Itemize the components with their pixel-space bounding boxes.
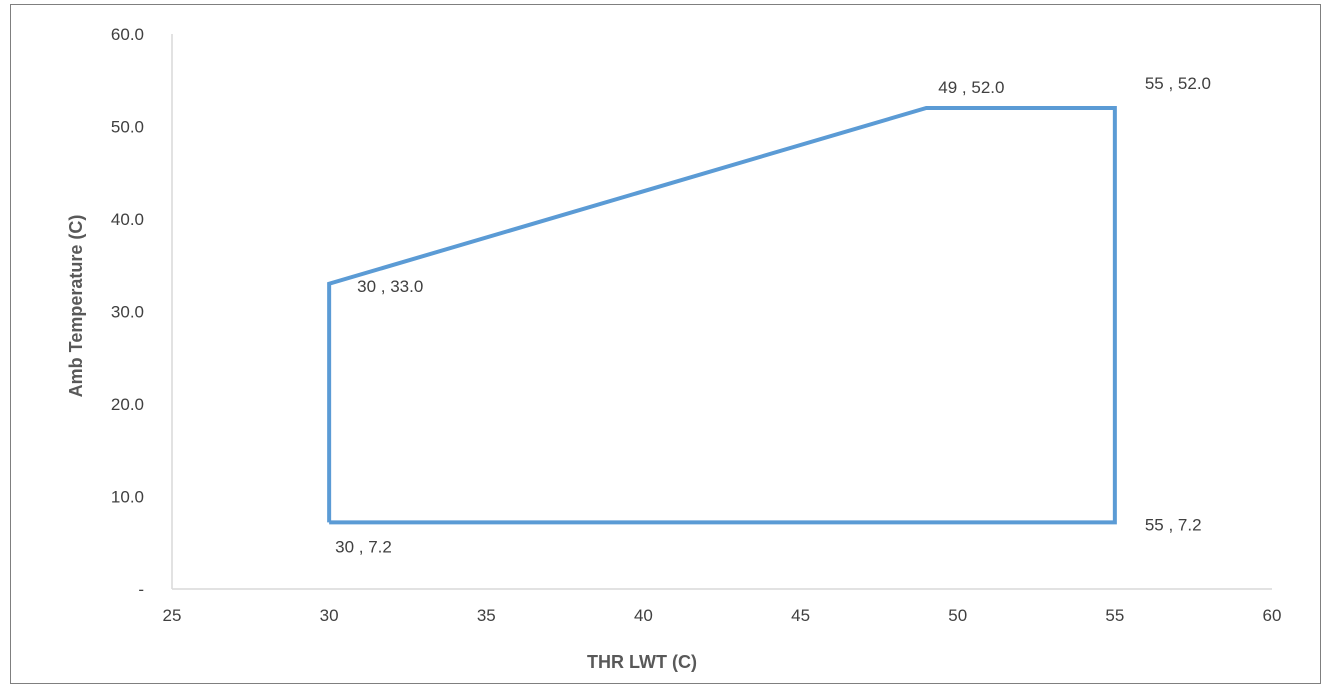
data-label: 55 , 52.0 — [1145, 74, 1211, 93]
y-tick-label: 30.0 — [111, 303, 144, 322]
x-tick-label: 35 — [477, 606, 496, 625]
x-tick-label: 45 — [791, 606, 810, 625]
y-tick-label: 60.0 — [111, 25, 144, 44]
y-tick-label: 40.0 — [111, 210, 144, 229]
y-axis-title: Amb Temperature (C) — [66, 215, 86, 398]
x-tick-label: 25 — [163, 606, 182, 625]
x-tick-label: 30 — [320, 606, 339, 625]
series-layer — [327, 106, 1117, 525]
x-tick-label: 60 — [1263, 606, 1282, 625]
y-tick-label: 10.0 — [111, 488, 144, 507]
y-tick-labels: - 10.0 20.0 30.0 40.0 50.0 60.0 — [111, 25, 144, 599]
axes — [171, 34, 1272, 590]
x-tick-labels: 25 30 35 40 45 50 55 60 — [163, 606, 1282, 625]
data-label: 30 , 33.0 — [357, 277, 423, 296]
data-label: 49 , 52.0 — [938, 78, 1004, 97]
y-tick-label: 20.0 — [111, 395, 144, 414]
y-tick-label: - — [138, 580, 144, 599]
y-tick-label: 50.0 — [111, 118, 144, 137]
series-line — [327, 106, 1117, 525]
data-labels: 30 , 7.2 30 , 33.0 49 , 52.0 55 , 52.0 55 , … — [335, 74, 1211, 556]
x-tick-label: 55 — [1105, 606, 1124, 625]
data-label: 30 , 7.2 — [335, 537, 392, 556]
x-axis-title: THR LWT (C) — [587, 652, 697, 672]
x-tick-label: 40 — [634, 606, 653, 625]
x-tick-label: 50 — [948, 606, 967, 625]
data-label: 55 , 7.2 — [1145, 515, 1202, 534]
chart-frame — [10, 4, 1321, 684]
